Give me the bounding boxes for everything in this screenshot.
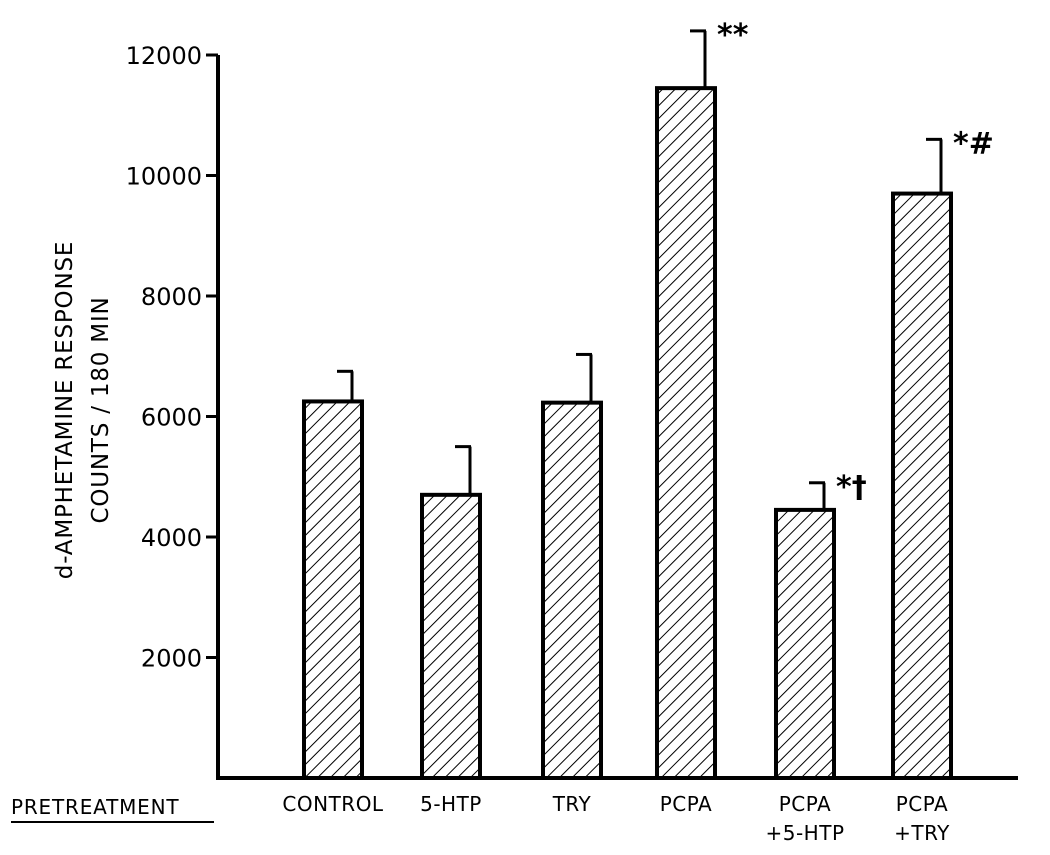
y-axis-title-line2: COUNTS / 180 MIN bbox=[88, 296, 114, 523]
category-label-line2: +5-HTP bbox=[765, 821, 844, 845]
y-tick-label: 8000 bbox=[141, 283, 202, 311]
category-label: CONTROL bbox=[282, 792, 384, 816]
bar bbox=[891, 191, 953, 780]
category-label: PCPA bbox=[660, 792, 713, 816]
significance-mark: *# bbox=[953, 126, 994, 161]
category-label: PCPA bbox=[896, 792, 949, 816]
category-label-line2: +TRY bbox=[894, 821, 950, 845]
bar bbox=[541, 400, 603, 780]
y-ticks: 2000 4000 6000 8000 10000 12000 bbox=[126, 42, 218, 673]
significance-marks: ** *† *# bbox=[717, 18, 994, 505]
y-tick-label: 6000 bbox=[141, 404, 202, 432]
y-tick-label: 4000 bbox=[141, 524, 202, 552]
category-labels: CONTROL 5-HTP TRY PCPA PCPA +5-HTP PCPA +TRY bbox=[282, 792, 950, 845]
bar bbox=[655, 86, 717, 780]
bar bbox=[774, 507, 836, 780]
bars bbox=[302, 86, 953, 780]
significance-mark: *† bbox=[836, 470, 867, 505]
y-tick-label: 12000 bbox=[126, 42, 202, 70]
y-tick-label: 2000 bbox=[141, 645, 202, 673]
y-axis-title-line1: d-AMPHETAMINE RESPONSE bbox=[52, 241, 78, 579]
category-label: 5-HTP bbox=[420, 792, 482, 816]
category-label: PCPA bbox=[779, 792, 832, 816]
error-bars bbox=[337, 29, 943, 510]
y-tick-label: 10000 bbox=[126, 163, 202, 191]
bar bbox=[302, 399, 364, 780]
pretreatment-label: PRETREATMENT bbox=[11, 795, 179, 819]
bar bbox=[420, 492, 482, 780]
significance-mark: ** bbox=[717, 18, 749, 53]
category-label: TRY bbox=[552, 792, 592, 816]
